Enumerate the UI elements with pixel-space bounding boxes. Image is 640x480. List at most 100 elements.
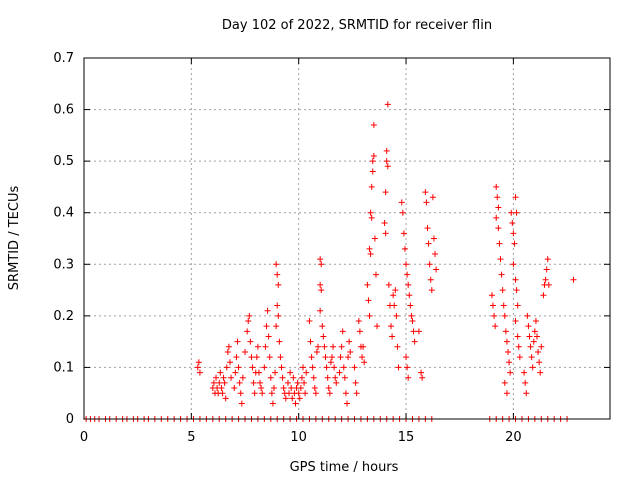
data-point [370, 152, 377, 159]
data-point [516, 354, 523, 361]
data-point [360, 343, 367, 350]
data-point [338, 343, 345, 350]
data-point [336, 369, 343, 376]
data-point [403, 354, 410, 361]
data-point [398, 199, 405, 206]
data-point [268, 390, 275, 397]
data-point [499, 287, 506, 294]
data-point [303, 369, 310, 376]
data-point [381, 220, 388, 227]
data-point [514, 333, 521, 340]
data-point [542, 276, 549, 283]
data-point [415, 328, 422, 335]
data-point [254, 343, 261, 350]
data-point [266, 354, 273, 361]
data-point [403, 261, 410, 268]
data-point [347, 348, 354, 355]
y-tick-label: 0.3 [53, 257, 74, 272]
data-point [506, 359, 513, 366]
data-point [512, 276, 519, 283]
data-point [384, 163, 391, 170]
data-point [299, 364, 306, 371]
data-point [251, 390, 258, 397]
data-point [359, 354, 366, 361]
data-point [330, 343, 337, 350]
grid-lines [84, 58, 610, 419]
data-point [225, 343, 232, 350]
data-point [527, 343, 534, 350]
data-point [543, 266, 550, 273]
data-point [502, 328, 509, 335]
data-point [395, 364, 402, 371]
data-point [408, 312, 415, 319]
data-point [394, 343, 401, 350]
data-point [341, 374, 348, 381]
data-point [407, 302, 414, 309]
data-point [276, 338, 283, 345]
data-point [311, 385, 318, 392]
data-point [264, 307, 271, 314]
data-point [544, 256, 551, 263]
data-point [508, 209, 515, 216]
data-point [320, 333, 327, 340]
data-point [390, 292, 397, 299]
data-point [489, 302, 496, 309]
data-point [514, 302, 521, 309]
data-point [224, 348, 231, 355]
data-point [523, 390, 530, 397]
data-point [355, 318, 362, 325]
data-point [323, 364, 330, 371]
data-point [319, 323, 326, 330]
data-point [242, 348, 249, 355]
data-point [503, 338, 510, 345]
data-point [505, 348, 512, 355]
data-point [419, 374, 426, 381]
data-point [401, 245, 408, 252]
data-point [236, 379, 243, 386]
data-point [235, 364, 242, 371]
data-point [248, 354, 255, 361]
data-point [534, 333, 541, 340]
data-point [249, 364, 256, 371]
data-point [361, 359, 368, 366]
data-point [246, 312, 253, 319]
axis-ticks: 0 0.1 0.2 0.3 0.4 0.5 0.6 0.7 0 5 10 15 20 [53, 51, 610, 445]
data-point [317, 256, 324, 263]
data-point [220, 374, 227, 381]
data-point [512, 318, 519, 325]
data-point [313, 348, 320, 355]
data-point [325, 385, 332, 392]
data-point [345, 354, 352, 361]
data-point [265, 333, 272, 340]
data-point [365, 297, 372, 304]
data-point [286, 390, 293, 397]
data-point [513, 209, 520, 216]
data-point [258, 385, 265, 392]
data-point [333, 379, 340, 386]
data-point [509, 220, 516, 227]
data-point [308, 354, 315, 361]
data-point [288, 385, 295, 392]
data-point [424, 225, 431, 232]
data-point [391, 302, 398, 309]
data-point [213, 374, 220, 381]
data-point [382, 230, 389, 237]
data-point [290, 374, 297, 381]
y-axis-label: SRMTID / TECUs [7, 186, 22, 291]
data-point [284, 379, 291, 386]
data-point [521, 369, 528, 376]
data-point [353, 390, 360, 397]
data-point [195, 359, 202, 366]
data-point [309, 364, 316, 371]
data-point [384, 101, 391, 108]
data-point [328, 354, 335, 361]
data-point [538, 343, 545, 350]
data-point [383, 147, 390, 154]
data-point [374, 323, 381, 330]
data-point [366, 245, 373, 252]
data-point [510, 230, 517, 237]
data-point [494, 194, 501, 201]
data-point [382, 189, 389, 196]
data-point [271, 385, 278, 392]
data-point [194, 364, 201, 371]
